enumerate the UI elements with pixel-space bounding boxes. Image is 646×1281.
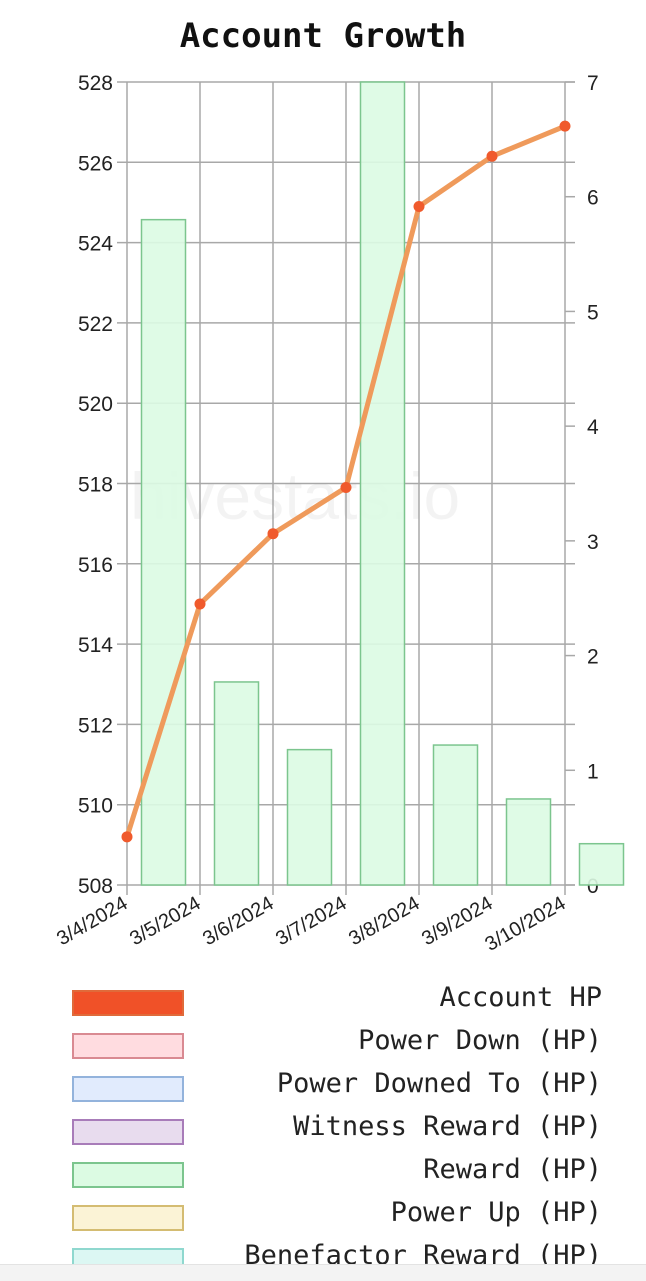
legend-swatch (72, 1205, 184, 1231)
reward-bar (505, 798, 552, 886)
y-right-tick-label: 6 (587, 187, 599, 210)
legend-item-witness-reward[interactable]: Witness Reward (HP) (0, 1111, 646, 1154)
x-tick-label: 3/6/2024 (199, 892, 277, 950)
y-left-tick-label: 516 (78, 554, 113, 577)
chart-legend: Account HP Power Down (HP) Power Downed … (0, 982, 646, 1280)
account-hp-point (486, 150, 498, 162)
account-hp-point (413, 200, 425, 212)
legend-item-account-hp[interactable]: Account HP (0, 982, 646, 1025)
y-right-tick-label: 1 (587, 760, 599, 783)
legend-swatch (72, 1033, 184, 1059)
y-right-tick-label: 2 (587, 646, 599, 669)
y-left-tick-label: 520 (78, 393, 113, 416)
legend-item-reward[interactable]: Reward (HP) (0, 1154, 646, 1197)
reward-bar (140, 218, 187, 886)
chart-title: Account Growth (179, 16, 467, 56)
reward-bar (432, 744, 479, 886)
x-tick-label: 3/8/2024 (345, 892, 423, 950)
legend-swatch (72, 1076, 184, 1102)
y-left-tick-label: 528 (78, 72, 113, 95)
y-left-tick-label: 514 (78, 634, 113, 657)
x-tick-label: 3/7/2024 (272, 892, 350, 950)
legend-label: Account HP (439, 982, 602, 1013)
account-hp-point (267, 528, 279, 540)
legend-swatch (72, 1119, 184, 1145)
y-right-tick-label: 7 (587, 72, 599, 95)
legend-swatch (72, 990, 184, 1016)
reward-bar (359, 81, 406, 886)
legend-label: Witness Reward (HP) (293, 1111, 602, 1142)
y-left-tick-label: 508 (78, 875, 113, 898)
y-right-tick-label: 4 (587, 416, 599, 439)
y-left-tick-label: 522 (78, 313, 113, 336)
reward-bar (213, 681, 260, 886)
legend-swatch (72, 1162, 184, 1188)
account-hp-point (194, 598, 206, 610)
y-right-tick-label: 0 (587, 875, 599, 898)
y-left-tick-label: 512 (78, 714, 113, 737)
page-bottom-edge (0, 1264, 646, 1281)
x-tick-label: 3/5/2024 (126, 892, 204, 950)
x-tick-label: 3/4/2024 (53, 892, 131, 950)
y-left-tick-label: 524 (78, 233, 113, 256)
x-tick-label: 3/10/2024 (481, 892, 569, 956)
legend-label: Power Down (HP) (358, 1025, 602, 1056)
reward-bar (286, 748, 333, 886)
legend-label: Power Downed To (HP) (276, 1068, 602, 1099)
y-right-tick-label: 5 (587, 301, 599, 324)
y-left-tick-label: 526 (78, 152, 113, 175)
chart-plot: 508 510 512 514 516 518 520 522 524 526 528 0 1 2 3 4 5 6… (53, 72, 625, 956)
y-right-tick-label: 3 (587, 531, 599, 554)
legend-item-power-downed-to[interactable]: Power Downed To (HP) (0, 1068, 646, 1111)
account-hp-point (559, 120, 571, 132)
legend-label: Reward (HP) (423, 1154, 602, 1185)
account-hp-point (121, 831, 133, 843)
account-hp-point (340, 482, 352, 494)
legend-label: Power Up (HP) (390, 1197, 602, 1228)
y-left-tick-label: 510 (78, 795, 113, 818)
legend-item-power-up[interactable]: Power Up (HP) (0, 1197, 646, 1240)
reward-bar (578, 842, 625, 886)
y-left-tick-label: 518 (78, 474, 113, 497)
legend-item-power-down[interactable]: Power Down (HP) (0, 1025, 646, 1068)
